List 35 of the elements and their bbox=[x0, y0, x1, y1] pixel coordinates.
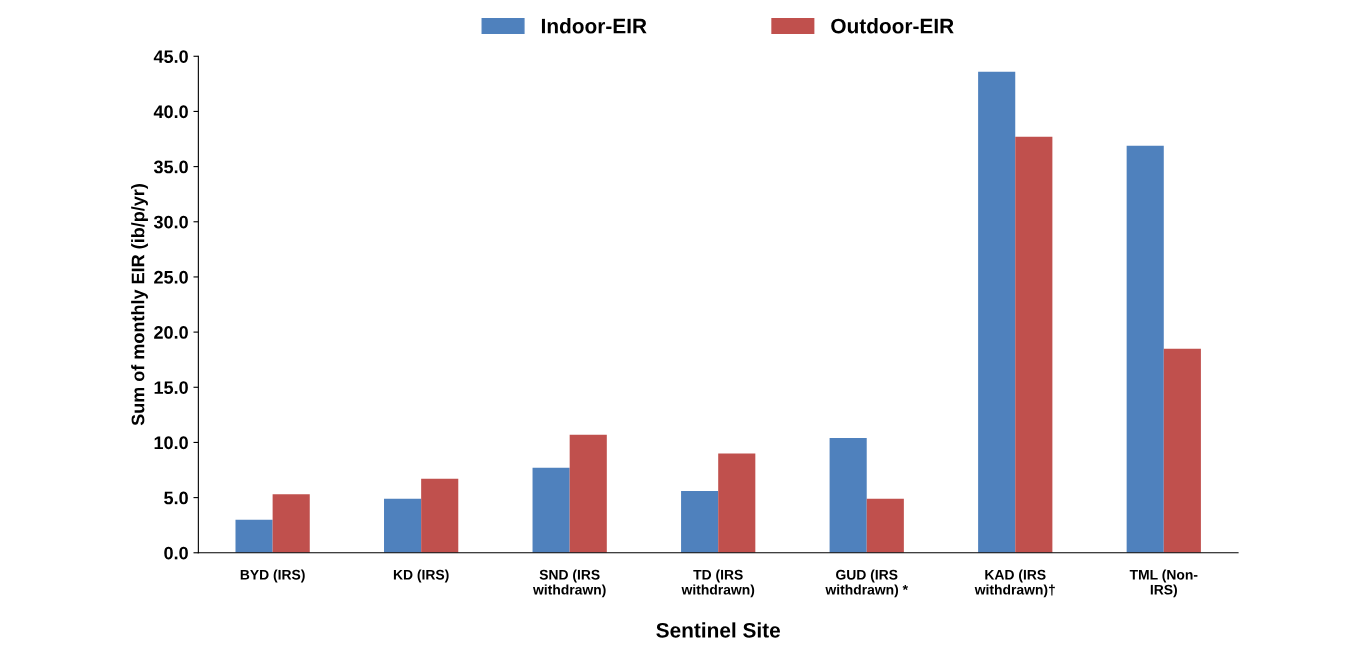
bar bbox=[272, 494, 310, 553]
bar bbox=[1126, 145, 1164, 553]
x-tick-label: SND (IRS withdrawn) bbox=[532, 569, 606, 598]
bar bbox=[718, 453, 756, 553]
legend-label: Outdoor-EIR bbox=[831, 18, 954, 34]
bar bbox=[1163, 348, 1201, 553]
y-tick-label: 35.0 bbox=[153, 160, 188, 174]
legend-label: Indoor-EIR bbox=[541, 18, 647, 34]
y-tick-label: 45.0 bbox=[153, 50, 188, 63]
x-tick-label: TD (IRS withdrawn) bbox=[681, 569, 755, 598]
bar bbox=[384, 498, 422, 553]
x-tick-label: GUD (IRS withdrawn) * bbox=[825, 569, 908, 598]
y-tick-label: 40.0 bbox=[153, 105, 188, 119]
y-tick-label: 5.0 bbox=[164, 491, 188, 505]
x-tick-label: TML (Non- IRS) bbox=[1129, 569, 1198, 598]
y-tick-label: 25.0 bbox=[154, 270, 188, 284]
bar bbox=[681, 490, 719, 553]
bar bbox=[235, 519, 273, 553]
y-axis-title: Sum of monthly EIR (ib/p/yr) bbox=[131, 184, 148, 426]
x-axis-title: Sentinel Site bbox=[656, 622, 781, 638]
bar bbox=[866, 498, 904, 553]
bar bbox=[569, 434, 607, 553]
bar bbox=[421, 478, 459, 553]
y-tick-label: 15.0 bbox=[154, 381, 188, 394]
y-tick-label: 20.0 bbox=[154, 326, 188, 339]
x-tick-label: KD (IRS) bbox=[393, 569, 449, 583]
bar bbox=[1015, 136, 1053, 553]
y-tick-label: 30.0 bbox=[153, 215, 188, 229]
bar bbox=[978, 71, 1016, 553]
bar bbox=[532, 467, 570, 553]
x-tick-label: KAD (IRS withdrawn)† bbox=[974, 569, 1055, 598]
bar bbox=[829, 438, 867, 553]
x-tick-label: BYD (IRS) bbox=[240, 569, 305, 583]
y-tick-label: 0.0 bbox=[164, 546, 188, 560]
y-tick-label: 10.0 bbox=[154, 436, 188, 450]
